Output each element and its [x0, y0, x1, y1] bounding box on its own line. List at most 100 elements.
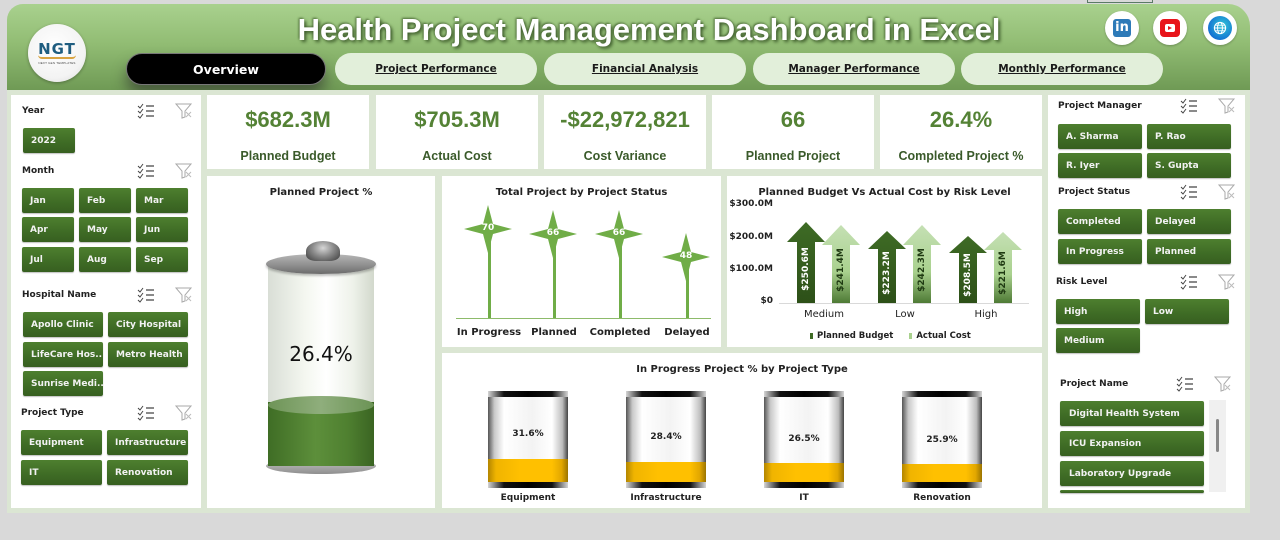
tab-manager-performance[interactable]: Manager Performance [753, 53, 955, 85]
youtube-icon [1160, 19, 1180, 37]
manager-option-gupta[interactable]: S. Gupta [1147, 153, 1231, 178]
status-option-delayed[interactable]: Delayed [1147, 209, 1231, 234]
logo-subtext: NEXT GEN TEMPLATES [38, 60, 76, 65]
year-option[interactable]: 2022 [23, 128, 75, 153]
type-option-equipment[interactable]: Equipment [21, 430, 102, 455]
project-name-slicer-title: Project Name [1060, 379, 1129, 389]
data-label: 66 [546, 228, 560, 238]
globe-icon [1208, 16, 1232, 40]
multi-select-icon[interactable] [137, 405, 155, 421]
risk-option-low[interactable]: Low [1145, 299, 1229, 324]
kpi-actual-cost: $705.3M Actual Cost [376, 95, 538, 169]
data-label: $208.5M [963, 253, 973, 297]
ngt-logo: NGT NEXT GEN TEMPLATES [28, 24, 86, 82]
kpi-planned-budget: $682.3M Planned Budget [207, 95, 369, 169]
youtube-button[interactable] [1153, 11, 1187, 45]
month-option-aug[interactable]: Aug [79, 247, 131, 272]
linkedin-button[interactable]: in [1105, 11, 1139, 45]
month-option-feb[interactable]: Feb [79, 188, 131, 213]
kpi-label: Cost Variance [583, 149, 667, 163]
multi-select-icon[interactable] [1180, 274, 1198, 290]
kpi-completed-project-pct: 26.4% Completed Project % [880, 95, 1042, 169]
multi-select-icon[interactable] [137, 103, 155, 119]
hospital-option-sunrise[interactable]: Sunrise Medi... [23, 371, 103, 396]
category-label: Equipment [500, 493, 556, 503]
risk-option-medium[interactable]: Medium [1056, 328, 1140, 353]
clear-filter-icon[interactable] [175, 287, 193, 303]
type-option-renovation[interactable]: Renovation [107, 460, 188, 485]
clear-filter-icon[interactable] [175, 103, 193, 119]
lollipop-stem [488, 230, 491, 318]
clear-filter-icon[interactable] [175, 163, 193, 179]
hospital-option-apollo[interactable]: Apollo Clinic [23, 312, 103, 337]
clear-filter-icon[interactable] [175, 405, 193, 421]
tab-financial-analysis[interactable]: Financial Analysis [544, 53, 746, 85]
clear-filter-icon[interactable] [1218, 274, 1236, 290]
actual-cost-arrow [903, 225, 941, 303]
category-label: Completed [589, 327, 651, 338]
data-label: 26.5% [788, 434, 820, 444]
month-option-mar[interactable]: Mar [136, 188, 188, 213]
battery-value: 26.4% [289, 342, 353, 366]
logo-swoosh [38, 55, 76, 59]
manager-option-iyer[interactable]: R. Iyer [1058, 153, 1142, 178]
tab-overview[interactable]: Overview [126, 53, 326, 85]
clear-filter-icon[interactable] [1218, 98, 1236, 114]
status-option-completed[interactable]: Completed [1058, 209, 1142, 234]
tab-project-performance[interactable]: Project Performance [335, 53, 537, 85]
multi-select-icon[interactable] [1180, 98, 1198, 114]
month-option-apr[interactable]: Apr [22, 217, 74, 242]
battery-fill-surface [268, 396, 374, 414]
manager-option-rao[interactable]: P. Rao [1147, 124, 1231, 149]
project-option-partial[interactable] [1060, 490, 1204, 493]
star-marker [662, 233, 710, 281]
y-tick-label: $0 [760, 296, 773, 306]
website-button[interactable] [1203, 11, 1237, 45]
hospital-option-lifecare[interactable]: LifeCare Hos... [23, 342, 103, 367]
hospital-slicer-title: Hospital Name [22, 290, 97, 300]
month-option-jul[interactable]: Jul [22, 247, 74, 272]
clear-filter-icon[interactable] [1218, 184, 1236, 200]
project-option-digital-health[interactable]: Digital Health System [1060, 401, 1204, 426]
legend-item-actual: Actual Cost [909, 331, 971, 341]
multi-select-icon[interactable] [1176, 376, 1194, 392]
status-option-planned[interactable]: Planned [1147, 239, 1231, 264]
cylinder-equipment: 31.6% [488, 391, 568, 488]
month-option-may[interactable]: May [79, 217, 131, 242]
battery-terminal [306, 241, 340, 261]
month-option-jun[interactable]: Jun [136, 217, 188, 242]
actual-cost-arrow [822, 225, 860, 303]
lollipop-stem [619, 234, 622, 318]
kpi-value: $682.3M [245, 107, 331, 132]
manager-slicer-title: Project Manager [1058, 101, 1142, 111]
type-option-it[interactable]: IT [21, 460, 102, 485]
project-option-icu-expansion[interactable]: ICU Expansion [1060, 431, 1204, 456]
battery-top [266, 254, 376, 274]
hospital-option-metro[interactable]: Metro Health [108, 342, 188, 367]
tab-monthly-performance[interactable]: Monthly Performance [961, 53, 1163, 85]
type-option-infrastructure[interactable]: Infrastructure [107, 430, 188, 455]
manager-option-sharma[interactable]: A. Sharma [1058, 124, 1142, 149]
multi-select-icon[interactable] [137, 163, 155, 179]
project-option-lab-upgrade[interactable]: Laboratory Upgrade [1060, 461, 1204, 486]
logo-text: NGT [38, 39, 76, 58]
planned-budget-arrow [787, 222, 825, 303]
multi-select-icon[interactable] [137, 287, 155, 303]
kpi-value: 26.4% [929, 107, 993, 132]
hospital-option-city[interactable]: City Hospital [108, 312, 188, 337]
risk-slicer-title: Risk Level [1056, 277, 1108, 287]
chart-title: Planned Project % [269, 187, 373, 198]
status-option-in-progress[interactable]: In Progress [1058, 239, 1142, 264]
month-option-jan[interactable]: Jan [22, 188, 74, 213]
y-tick-label: $100.0M [729, 264, 773, 274]
scrollbar-thumb[interactable] [1216, 419, 1219, 452]
project-name-scrollbar[interactable] [1209, 400, 1226, 492]
kpi-value: 66 [780, 107, 806, 132]
year-slicer-title: Year [22, 106, 45, 116]
multi-select-icon[interactable] [1180, 184, 1198, 200]
clear-filter-icon[interactable] [1214, 376, 1232, 392]
risk-option-high[interactable]: High [1056, 299, 1140, 324]
actual-cost-arrow [984, 232, 1022, 303]
month-option-sep[interactable]: Sep [136, 247, 188, 272]
data-label: $221.6M [998, 251, 1008, 295]
